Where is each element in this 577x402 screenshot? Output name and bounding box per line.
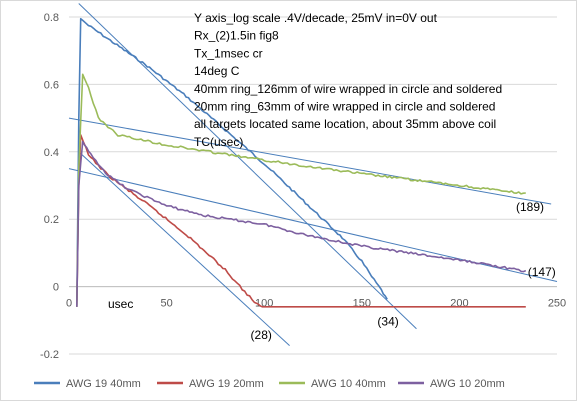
trend-line-1 [78, 3, 417, 330]
annotation-line-3: Tx_1msec cr [194, 46, 263, 60]
tc-label-3: (34) [377, 314, 398, 328]
y-tick-label-4: 0.6 [44, 79, 59, 91]
series-line-3 [76, 73, 526, 307]
data-series [76, 17, 527, 308]
legend-label-2: AWG 19 20mm [189, 378, 264, 390]
y-tick-label-0: -0.2 [40, 349, 59, 361]
annotation-line-2: Rx_(2)1.5in fig8 [194, 29, 279, 43]
series-line-4 [76, 140, 527, 307]
annotation-line-1: Y axis_log scale .4V/decade, 25mV in=0V … [194, 11, 438, 25]
series-line-1 [76, 17, 388, 307]
annotation-line-5: 40mm ring_126mm of wire wrapped in circl… [194, 82, 502, 96]
annotation-line-6: 20mm ring_63mm of wire wrapped in circle… [194, 100, 495, 114]
legend-label-3: AWG 10 40mm [311, 378, 386, 390]
annotation-line-7: all targets located same location, about… [194, 117, 496, 131]
x-tick-label-4: 200 [450, 298, 468, 310]
axis-tick-labels: -0.200.20.40.60.80 50 100 150 200 250 [40, 12, 566, 361]
y-tick-label-1: 0 [53, 282, 59, 294]
x-tick-label-5: 250 [548, 298, 566, 310]
annotation-line-8: TC(usec) [194, 135, 243, 149]
tc-label-2: (147) [528, 265, 556, 279]
legend-label-4: AWG 10 20mm [430, 378, 505, 390]
grid-lines [69, 16, 557, 355]
tc-labels: (189) (147) (34) (28) [251, 200, 556, 342]
legend: AWG 19 40mm AWG 19 20mm AWG 10 40mm AWG 10 … [34, 378, 505, 390]
x-tick-label-0: 0 [66, 298, 72, 310]
trend-lines [68, 3, 558, 346]
x-tick-label-1: 50 [160, 298, 172, 310]
x-tick-label-3: 150 [353, 298, 371, 310]
trend-line-3 [68, 168, 558, 283]
annotation-block: Y axis_log scale .4V/decade, 25mV in=0V … [194, 11, 502, 149]
tc-label-1: (189) [516, 200, 544, 214]
x-axis-label: usec [108, 297, 133, 311]
trend-line-4 [78, 151, 290, 346]
legend-label-1: AWG 19 40mm [66, 378, 141, 390]
annotation-line-4: 14deg C [194, 64, 240, 78]
tc-label-4: (28) [251, 328, 272, 342]
y-tick-label-3: 0.4 [44, 147, 59, 159]
y-tick-label-5: 0.8 [44, 12, 59, 24]
trend-line-2 [68, 117, 552, 205]
y-tick-label-2: 0.2 [44, 214, 59, 226]
series-line-2 [76, 134, 526, 308]
